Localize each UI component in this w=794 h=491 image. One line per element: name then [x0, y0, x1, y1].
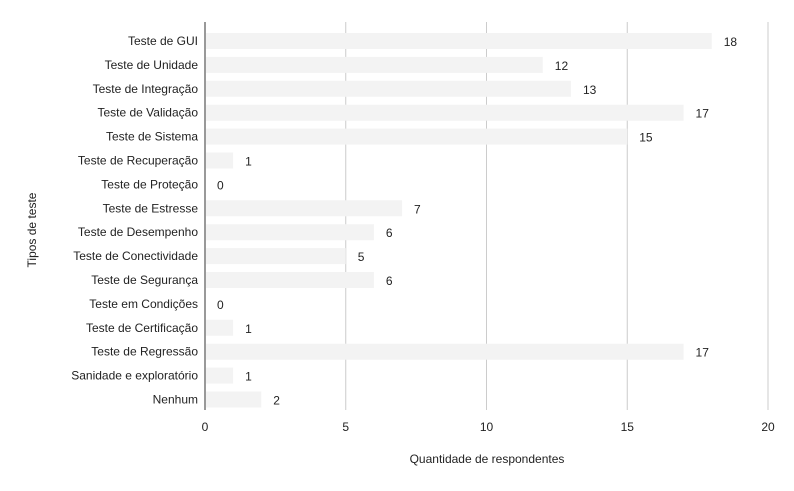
value-label: 0 [217, 178, 224, 192]
bar [206, 56, 543, 73]
value-label: 7 [414, 202, 421, 216]
x-tick-label: 20 [761, 420, 775, 434]
value-label: 18 [724, 35, 738, 49]
value-label: 0 [217, 298, 224, 312]
value-label: 5 [358, 250, 365, 264]
bar [206, 152, 234, 169]
category-label: Teste em Condições [89, 297, 198, 311]
category-labels: Teste de GUI Teste de Unidade Teste de Int… [71, 34, 198, 407]
value-label: 2 [273, 394, 280, 408]
category-label: Teste de Desempenho [78, 225, 198, 239]
category-label: Sanidade e exploratório [71, 369, 198, 383]
bar [206, 200, 403, 217]
bar [206, 319, 234, 336]
value-label: 1 [245, 322, 252, 336]
x-tick-label: 15 [621, 420, 635, 434]
category-label: Teste de Certificação [86, 321, 198, 335]
y-axis-title: Tipos de teste [25, 192, 39, 267]
category-label: Teste de Proteção [101, 177, 198, 191]
value-label: 17 [696, 346, 710, 360]
value-label: 1 [245, 370, 252, 384]
bar [206, 224, 374, 241]
value-label: 6 [386, 274, 393, 288]
bar [206, 80, 571, 97]
x-tick-label: 0 [202, 420, 209, 434]
x-tick-label: 5 [342, 420, 349, 434]
value-label: 15 [639, 131, 653, 145]
value-label: 13 [583, 83, 597, 97]
category-label: Teste de Regressão [91, 345, 198, 359]
value-label: 12 [555, 59, 569, 73]
category-label: Teste de Recuperação [78, 154, 198, 168]
bar [206, 391, 262, 408]
bar [206, 272, 374, 288]
bar [206, 104, 684, 121]
category-label: Teste de Conectividade [73, 249, 198, 263]
x-tick-labels: 0 5 10 15 20 [202, 420, 775, 434]
x-tick-label: 10 [480, 420, 494, 434]
value-label: 1 [245, 155, 252, 169]
bar [206, 343, 684, 360]
category-label: Teste de Validação [97, 106, 198, 120]
category-label: Teste de Unidade [105, 58, 199, 72]
category-label: Teste de Estresse [103, 201, 199, 215]
category-label: Teste de GUI [128, 34, 198, 48]
x-axis-title: Quantidade de respondentes [410, 452, 565, 466]
category-label: Teste de Segurança [91, 273, 198, 287]
category-label: Nenhum [153, 393, 198, 407]
bars [206, 33, 712, 408]
category-label: Teste de Sistema [106, 130, 198, 144]
bar [206, 33, 712, 49]
bar [206, 128, 628, 145]
bar [206, 248, 346, 265]
category-label: Teste de Integração [93, 82, 199, 96]
value-label: 6 [386, 226, 393, 240]
value-label: 17 [696, 107, 710, 121]
bar [206, 367, 234, 384]
